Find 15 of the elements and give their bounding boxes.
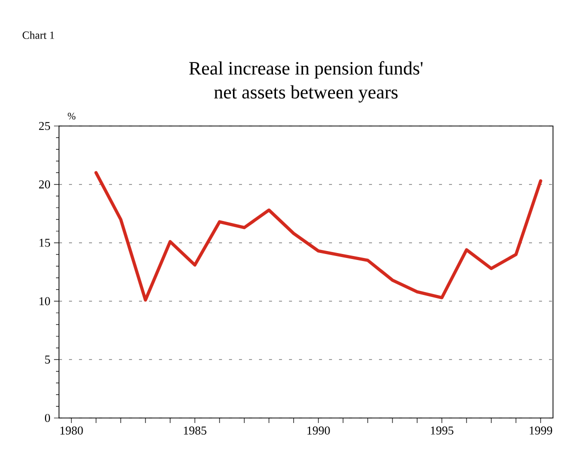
y-tick-label: 10 [40, 297, 50, 306]
x-tick-label: 1980 [60, 426, 83, 435]
caption: Chart 1 [22, 31, 54, 39]
y-tick-label: 25 [39, 122, 50, 130]
x-tick-label: 1990 [307, 426, 330, 435]
y-tick-label: 20 [39, 180, 50, 188]
chart-title: Real increase in pension funds' net assets between years [189, 61, 423, 102]
x-tick-label: 1985 [184, 426, 206, 435]
line-series [94, 171, 542, 302]
y-tick-label: 15 [40, 238, 50, 247]
x-tick-label: 1995 [430, 426, 454, 435]
y-axis-title: % [68, 112, 76, 120]
y-tick-label: 5 [45, 356, 50, 364]
y-tick-label: 0 [44, 414, 50, 422]
x-tick-label: 1999 [530, 426, 552, 435]
